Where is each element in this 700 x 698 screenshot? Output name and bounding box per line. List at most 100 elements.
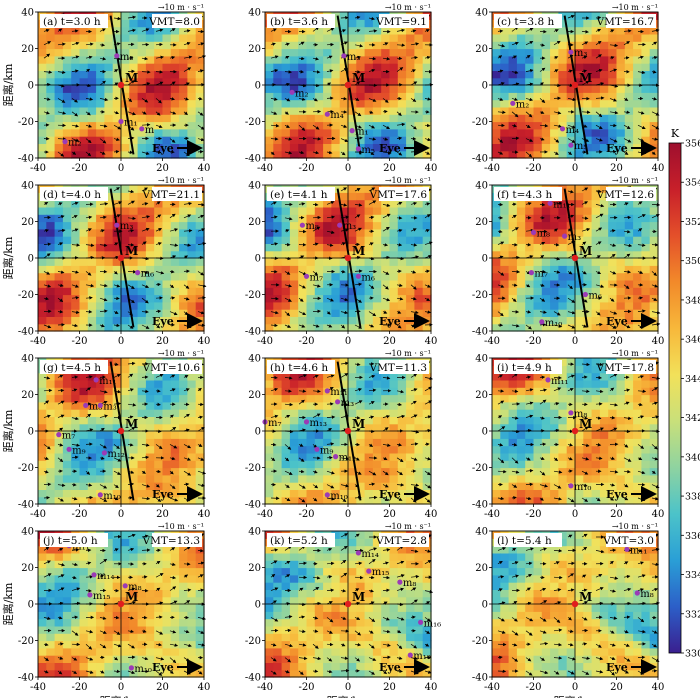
y-tick-label: 40 xyxy=(21,181,34,192)
panel-f: m₁₁ m₈ m₃ m₇ m₆ m₁₀ M (f) t=4.3 h VMT=12.6 →10 m … xyxy=(472,176,664,347)
colorbar-tick-label: 342 xyxy=(685,413,700,424)
panel-e: m₈ m₃ m₇ m₆ M (e) t=4.1 h VMT=17.6 →10 m · s⁻¹ E… xyxy=(245,176,437,347)
meso-vortex-label: m₈ xyxy=(128,582,142,593)
y-tick-label: -20 xyxy=(18,290,34,301)
eye-label: Eye xyxy=(152,488,174,501)
meso-vortex-label: m₉ xyxy=(320,445,334,456)
x-tick-label: -20 xyxy=(525,682,541,693)
y-tick-label: -20 xyxy=(472,636,488,647)
y-tick-label: -20 xyxy=(472,290,488,301)
meso-vortex-label: m₅ xyxy=(361,145,375,156)
y-tick-label: 0 xyxy=(255,427,261,438)
x-tick-label: -20 xyxy=(71,163,87,174)
vmt-label: VMT=9.1 xyxy=(375,16,427,28)
colorbar-tick-label: 344 xyxy=(685,374,700,385)
meso-vortex-label: m₆ xyxy=(141,269,155,280)
meso-vortex-label: m₁₄ xyxy=(361,549,379,560)
panel-time-label: (d) t=4.0 h xyxy=(43,189,101,201)
eye-label: Eye xyxy=(606,488,628,501)
y-tick-label: -20 xyxy=(18,636,34,647)
x-tick-label: -40 xyxy=(484,509,500,520)
x-tick-label: 20 xyxy=(156,509,169,520)
x-tick-label: 40 xyxy=(198,509,211,520)
x-tick-label: 20 xyxy=(383,163,396,174)
panel-time-label: (j) t=5.0 h xyxy=(43,535,98,547)
x-tick-label: 20 xyxy=(383,336,396,347)
x-tick-label: -20 xyxy=(71,682,87,693)
center-label: M xyxy=(352,244,365,258)
vmt-box xyxy=(379,187,429,201)
x-tick-label: 0 xyxy=(572,509,578,520)
colorbar: K 330 332 334 336 338 340 342 344 346 348 350 352 354… xyxy=(668,127,700,660)
y-axis-title: 距离/km xyxy=(1,63,15,106)
meso-vortex-marker xyxy=(114,222,120,228)
meso-vortex-marker xyxy=(418,619,424,625)
x-tick-label: 40 xyxy=(652,682,665,693)
meso-vortex-label: m₁₀ xyxy=(574,482,592,493)
x-axis-title: 距离/km xyxy=(554,694,597,698)
x-tick-label: 40 xyxy=(198,682,211,693)
eye-label: Eye xyxy=(152,315,174,328)
y-tick-label: -20 xyxy=(245,463,261,474)
x-tick-label: 0 xyxy=(345,336,351,347)
panel-l: m₁₁ m₈ M (l) t=5.4 h VMT=3.0 →10 m · s⁻¹ Eye -4… xyxy=(472,522,664,698)
y-tick-label: 40 xyxy=(475,354,488,365)
meso-vortex-marker xyxy=(366,568,372,574)
meso-vortex-marker xyxy=(97,492,103,498)
panel-time-label: (i) t=4.9 h xyxy=(497,362,552,374)
panel-time-label: (b) t=3.6 h xyxy=(270,16,328,28)
x-tick-label: 20 xyxy=(383,682,396,693)
colorbar-unit: K xyxy=(671,127,680,140)
x-tick-label: 0 xyxy=(345,163,351,174)
vmt-label: VMT=2.8 xyxy=(375,535,427,547)
x-tick-label: -20 xyxy=(525,336,541,347)
vmt-label: VMT=17.6 xyxy=(368,189,427,201)
x-tick-label: 20 xyxy=(156,682,169,693)
meso-vortex-marker xyxy=(624,546,630,552)
vmt-label: VMT=3.0 xyxy=(602,535,654,547)
meso-vortex-label: m₁₁ xyxy=(630,545,648,556)
meso-vortex-marker xyxy=(122,583,128,589)
colorbar-tick-label: 340 xyxy=(685,452,700,463)
panel-b: m₃ m₂ m₄ m₁ m₅ M (b) t=3.6 h VMT=9.1 →10 m · s⁻¹… xyxy=(245,3,437,174)
y-tick-label: 20 xyxy=(475,44,488,55)
panel-time-label: (c) t=3.8 h xyxy=(497,16,554,28)
x-tick-label: 20 xyxy=(610,682,623,693)
x-tick-label: -20 xyxy=(298,682,314,693)
center-label: M xyxy=(579,244,592,258)
vmt-label: VMT=12.6 xyxy=(595,189,654,201)
meso-vortex-label: m₁₁ xyxy=(330,387,348,398)
meso-vortex-marker xyxy=(568,142,574,148)
vmt-box xyxy=(379,14,429,28)
meso-vortex-label: m₆ xyxy=(588,291,602,302)
meso-vortex-label: m₃ xyxy=(347,52,361,63)
center-marker xyxy=(344,81,352,89)
x-tick-label: 0 xyxy=(345,509,351,520)
meso-vortex-label: m₁₂ xyxy=(107,449,125,460)
y-tick-label: 20 xyxy=(21,390,34,401)
y-tick-label: 0 xyxy=(482,600,488,611)
x-tick-label: 40 xyxy=(425,682,438,693)
meso-vortex-label: m₃ xyxy=(120,221,134,232)
eye-label: Eye xyxy=(379,488,401,501)
x-tick-label: 40 xyxy=(425,163,438,174)
y-tick-label: -20 xyxy=(18,117,34,128)
y-tick-label: 20 xyxy=(21,44,34,55)
meso-vortex-marker xyxy=(333,454,339,460)
x-tick-label: 40 xyxy=(198,336,211,347)
meso-vortex-marker xyxy=(335,399,341,405)
meso-vortex-marker xyxy=(539,319,545,325)
meso-vortex-label: m₃ xyxy=(103,401,117,412)
y-tick-label: 40 xyxy=(475,527,488,538)
panel-tag-box xyxy=(267,187,335,201)
x-tick-label: -40 xyxy=(257,682,273,693)
meso-vortex-marker xyxy=(510,100,516,106)
vmt-label: VMT=21.1 xyxy=(141,189,200,201)
meso-vortex-marker xyxy=(582,291,589,298)
y-tick-label: 20 xyxy=(21,217,34,228)
x-tick-label: 20 xyxy=(610,509,623,520)
meso-vortex-marker xyxy=(314,446,320,452)
panel-tag-box xyxy=(494,533,562,547)
vmt-label: VMT=16.7 xyxy=(595,16,654,28)
x-axis-title: 距离/km xyxy=(327,694,370,698)
